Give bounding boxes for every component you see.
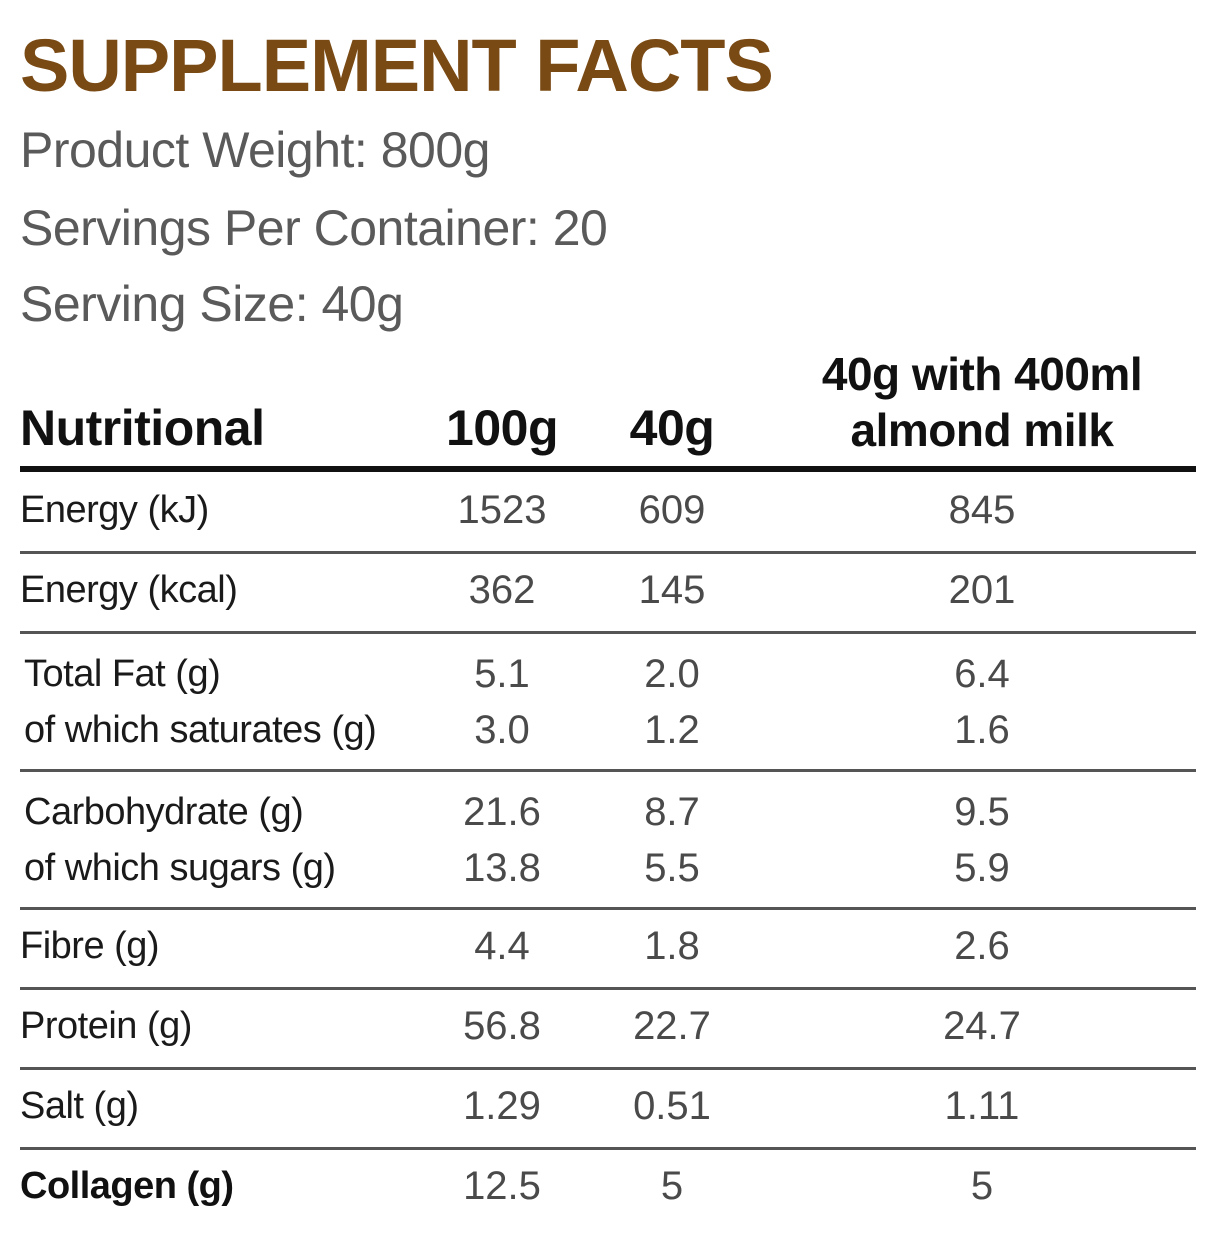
table-row: Total Fat (g) 5.1 2.0 6.4 of which saturates… [0, 632, 1215, 770]
header-divider [20, 466, 1196, 472]
value-100g: 3.0 [474, 708, 530, 752]
value-40g: 145 [638, 568, 706, 612]
row-label: Total Fat (g) [24, 653, 221, 695]
table-row-line: of which saturates (g) 3.0 1.2 1.6 [0, 702, 1215, 758]
table-row-line: Energy (kcal) 362 145 201 [0, 562, 1215, 618]
value-100g: 21.6 [463, 790, 541, 834]
value-40g: 609 [638, 488, 706, 532]
table-row-line: of which sugars (g) 13.8 5.5 5.9 [0, 840, 1215, 896]
value-40g: 1.8 [644, 924, 700, 968]
header-nutritional: Nutritional [20, 400, 265, 456]
row-label: Fibre (g) [20, 925, 160, 967]
serving-size: Serving Size: 40g [20, 276, 404, 332]
table-row: Collagen (g) 12.5 5 5 [0, 1148, 1215, 1228]
row-label: of which sugars (g) [24, 847, 336, 889]
row-divider [20, 1067, 1196, 1070]
value-40g-almond-milk: 5.9 [954, 846, 1010, 890]
row-label: Protein (g) [20, 1005, 192, 1047]
header-col3-line2: almond milk [850, 404, 1114, 456]
value-40g-almond-milk: 6.4 [954, 652, 1010, 696]
table-row: Energy (kcal) 362 145 201 [0, 552, 1215, 632]
value-40g-almond-milk: 9.5 [954, 790, 1010, 834]
page-title: SUPPLEMENT FACTS [20, 24, 774, 107]
table-row: Energy (kJ) 1523 609 845 [0, 472, 1215, 552]
value-100g: 12.5 [463, 1164, 541, 1208]
value-100g: 1.29 [463, 1084, 541, 1128]
row-label: Energy (kcal) [20, 569, 238, 611]
value-40g: 2.0 [644, 652, 700, 696]
value-100g: 56.8 [463, 1004, 541, 1048]
table-row-line: Energy (kJ) 1523 609 845 [0, 482, 1215, 538]
value-40g: 22.7 [633, 1004, 711, 1048]
header-100g: 100g [446, 400, 558, 456]
row-divider [20, 631, 1196, 634]
value-40g-almond-milk: 5 [970, 1164, 994, 1208]
row-divider [20, 1147, 1196, 1150]
product-weight: Product Weight: 800g [20, 122, 490, 178]
table-row-line: Collagen (g) 12.5 5 5 [0, 1158, 1215, 1214]
table-row-line: Fibre (g) 4.4 1.8 2.6 [0, 918, 1215, 974]
value-40g-almond-milk: 1.11 [944, 1084, 1020, 1128]
row-label: Collagen (g) [20, 1165, 234, 1207]
value-40g: 5.5 [644, 846, 700, 890]
value-40g: 5 [660, 1164, 684, 1208]
row-label: Carbohydrate (g) [24, 791, 304, 833]
table-row: Fibre (g) 4.4 1.8 2.6 [0, 908, 1215, 988]
value-100g: 4.4 [474, 924, 530, 968]
table-row: Salt (g) 1.29 0.51 1.11 [0, 1068, 1215, 1148]
row-divider [20, 769, 1196, 772]
table-row: Protein (g) 56.8 22.7 24.7 [0, 988, 1215, 1068]
value-40g: 0.51 [633, 1084, 711, 1128]
table-row-line: Salt (g) 1.29 0.51 1.11 [0, 1078, 1215, 1134]
value-100g: 1523 [457, 488, 547, 532]
table-row-line: Protein (g) 56.8 22.7 24.7 [0, 998, 1215, 1054]
value-100g: 362 [468, 568, 536, 612]
header-40g: 40g [629, 400, 715, 456]
row-divider [20, 551, 1196, 554]
value-40g-almond-milk: 1.6 [954, 708, 1010, 752]
value-40g-almond-milk: 845 [948, 488, 1016, 532]
row-label: Salt (g) [20, 1085, 139, 1127]
value-40g-almond-milk: 201 [948, 568, 1016, 612]
value-40g-almond-milk: 2.6 [954, 924, 1010, 968]
header-40g-with-almond-milk: 40g with 400ml almond milk [752, 346, 1212, 458]
table-row-line: Carbohydrate (g) 21.6 8.7 9.5 [0, 784, 1215, 840]
value-40g: 8.7 [644, 790, 700, 834]
value-40g: 1.2 [644, 708, 700, 752]
value-100g: 13.8 [463, 846, 541, 890]
servings-per-container: Servings Per Container: 20 [20, 200, 608, 256]
table-row-line: Total Fat (g) 5.1 2.0 6.4 [0, 646, 1215, 702]
table-row: Carbohydrate (g) 21.6 8.7 9.5 of which sugar… [0, 770, 1215, 908]
value-40g-almond-milk: 24.7 [943, 1004, 1021, 1048]
row-label: Energy (kJ) [20, 489, 209, 531]
row-divider [20, 987, 1196, 990]
row-label: of which saturates (g) [24, 709, 377, 751]
value-100g: 5.1 [474, 652, 530, 696]
header-col3-line1: 40g with 400ml [821, 348, 1143, 400]
row-divider [20, 907, 1196, 910]
